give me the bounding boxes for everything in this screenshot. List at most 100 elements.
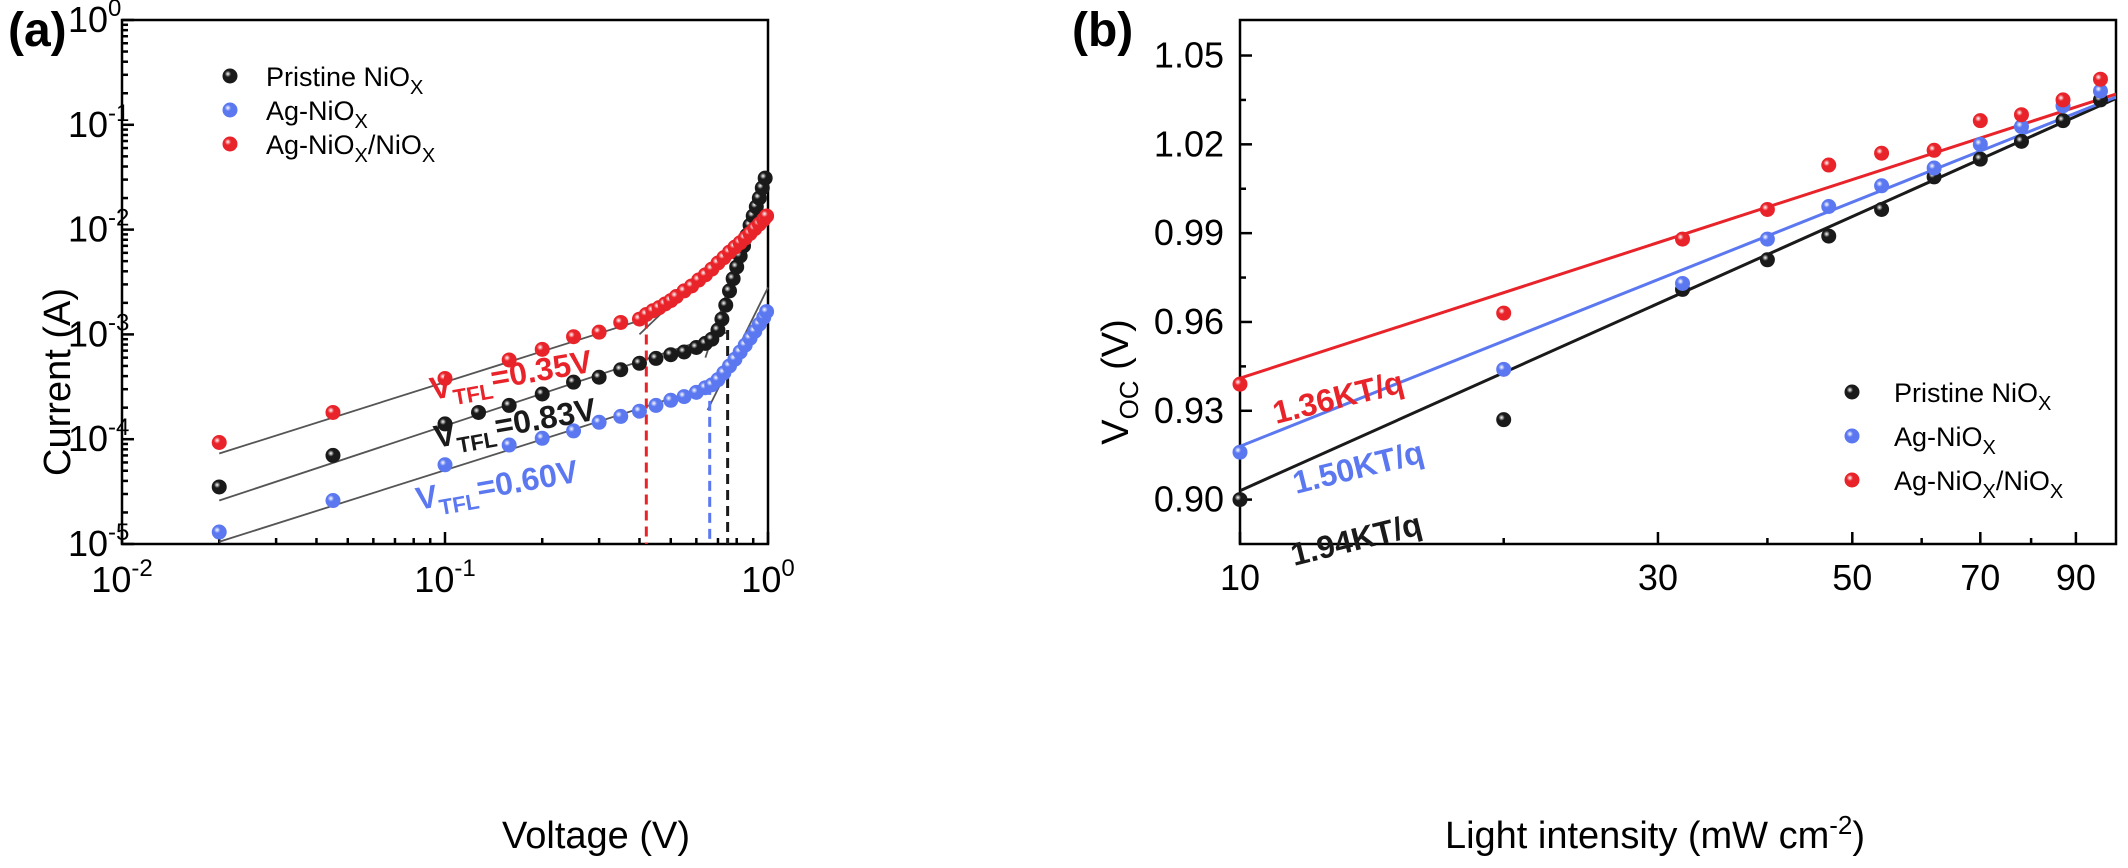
- panel-b-point: [1972, 136, 1988, 152]
- panel-b-y-tick-label: 1.05: [1154, 35, 1224, 76]
- panel-b-y-axis-title-end: (V): [1095, 319, 1137, 380]
- panel-b-point: [1232, 492, 1248, 508]
- panel-b-x-axis-title-sup: -2: [1829, 810, 1852, 840]
- panel-a-point: [613, 314, 629, 330]
- panel-a-point: [325, 447, 341, 463]
- panel-a-legend-marker: [222, 136, 238, 152]
- panel-b-chart: (b) 10 30 50 70 90 0.90 0.93 0.96 0.99 1.02 1.05 Pr…: [1072, 4, 2118, 857]
- panel-a-legend-marker: [222, 68, 238, 84]
- panel-a-y-tick-label: 10-5: [68, 519, 129, 564]
- panel-a-point: [718, 297, 734, 313]
- panel-a-point: [613, 408, 629, 424]
- panel-a-label: (a): [8, 4, 67, 57]
- panel-b-frame: [1238, 18, 2118, 546]
- panel-b-point: [1874, 178, 1890, 194]
- panel-b-point: [1759, 201, 1775, 217]
- panel-b-x-tick-label: 70: [1960, 557, 2000, 598]
- panel-b-slope-annotation: 1.94KT/q: [1287, 506, 1425, 573]
- panel-b-x-tick-label: 30: [1638, 557, 1678, 598]
- panel-a-point: [631, 403, 647, 419]
- panel-a-x-tick-label: 10-2: [91, 555, 152, 600]
- panel-a-point: [437, 370, 453, 386]
- panel-b-fit-line: [1240, 95, 2116, 448]
- panel-b-point: [1496, 305, 1512, 321]
- panel-a-legend-marker: [222, 102, 238, 118]
- panel-a-x-tick-label: 100: [741, 555, 794, 600]
- panel-b-y-tick-label: 0.99: [1154, 212, 1224, 253]
- panel-a-point: [501, 437, 517, 453]
- panel-a-point: [663, 392, 679, 408]
- panel-a-chart: (a) 10-2 10-1 100 10-5 10-4 10-3 10-2 10-1 100 Pr…: [8, 0, 795, 857]
- panel-b-point: [1874, 145, 1890, 161]
- panel-a-point: [534, 430, 550, 446]
- panel-a-point: [325, 493, 341, 509]
- panel-a-point: [648, 397, 664, 413]
- panel-b-x-tick-label: 50: [1832, 557, 1872, 598]
- panel-b-point: [2092, 71, 2108, 87]
- panel-a-y-axis-title: Current (A): [37, 288, 79, 476]
- panel-b-label: (b): [1072, 4, 1133, 57]
- panel-b-legend-label: Ag-NiOX: [1894, 422, 1996, 459]
- panel-b-point: [1972, 151, 1988, 167]
- panel-a-point: [437, 416, 453, 432]
- panel-a-point: [591, 369, 607, 385]
- panel-a-y-tick-label: 10-1: [68, 100, 129, 145]
- panel-b-point: [1926, 142, 1942, 158]
- panel-a-point: [534, 386, 550, 402]
- panel-b-point: [2055, 113, 2071, 129]
- panel-b-plot-area: 10 30 50 70 90 0.90 0.93 0.96 0.99 1.02 1.05 Pristi…: [1154, 18, 2118, 598]
- panel-a-point: [471, 404, 487, 420]
- panel-a-point: [631, 355, 647, 371]
- panel-b-y-axis-title-sub: OC: [1114, 380, 1144, 419]
- panel-b-point: [1759, 231, 1775, 247]
- panel-b-y-tick-label: 0.96: [1154, 301, 1224, 342]
- panel-a-point: [566, 423, 582, 439]
- panel-b-point: [1821, 157, 1837, 173]
- panel-a-point: [501, 352, 517, 368]
- panel-a-point: [534, 341, 550, 357]
- panel-a-x-axis-title: Voltage (V): [502, 815, 690, 857]
- panel-a-point: [757, 170, 773, 186]
- panel-b-point: [2013, 107, 2029, 123]
- panel-a-fit-line: [218, 385, 710, 543]
- panel-b-point: [1675, 275, 1691, 291]
- panel-a-y-tick-label: 10-3: [68, 309, 129, 354]
- panel-b-legend-marker: [1844, 428, 1860, 444]
- panel-b-point: [1496, 361, 1512, 377]
- panel-a-point: [759, 208, 775, 224]
- panel-b-point: [1232, 376, 1248, 392]
- panel-a-point: [648, 350, 664, 366]
- panel-a-point: [663, 347, 679, 363]
- panel-a-legend-label: Pristine NiOX: [266, 62, 423, 99]
- panel-a-x-tick-label: 10-1: [414, 555, 475, 600]
- panel-b-point: [1232, 444, 1248, 460]
- panel-a-point: [591, 414, 607, 430]
- panel-b-y-tick-label: 0.90: [1154, 479, 1224, 520]
- panel-b-point: [1821, 199, 1837, 215]
- panel-b-legend-label: Pristine NiOX: [1894, 378, 2051, 415]
- panel-b-x-tick-label: 10: [1220, 557, 1260, 598]
- panel-a-legend-label: Ag-NiOX: [266, 96, 368, 133]
- panel-a-point: [613, 362, 629, 378]
- panel-a-y-tick-label: 10-4: [68, 414, 129, 459]
- panel-b-y-tick-label: 1.02: [1154, 123, 1224, 164]
- panel-b-point: [1821, 228, 1837, 244]
- panel-b-slope-annotation: 1.36KT/q: [1269, 364, 1407, 431]
- panel-b-point: [2013, 133, 2029, 149]
- panel-a-point: [759, 304, 775, 320]
- panel-a-point: [211, 479, 227, 495]
- panel-b-point: [1496, 412, 1512, 428]
- panel-b-x-axis-title-main: Light intensity (mW cm: [1445, 815, 1829, 857]
- panel-a-y-tick-label: 10-2: [68, 205, 129, 250]
- panel-a-point: [566, 329, 582, 345]
- panel-b-point: [1675, 231, 1691, 247]
- panel-b-legend-label: Ag-NiOX/NiOX: [1894, 466, 2063, 503]
- panel-b-x-tick-label: 90: [2056, 557, 2096, 598]
- panel-b-slope-annotation: 1.50KT/q: [1289, 434, 1427, 501]
- panel-a-point: [714, 311, 730, 327]
- panel-a-point: [325, 404, 341, 420]
- panel-b-y-axis-title-main: V: [1095, 419, 1137, 445]
- panel-a-plot-area: 10-2 10-1 100 10-5 10-4 10-3 10-2 10-1 100 Pristi…: [68, 0, 795, 600]
- panel-b-y-axis-title: VOC (V): [1095, 319, 1144, 445]
